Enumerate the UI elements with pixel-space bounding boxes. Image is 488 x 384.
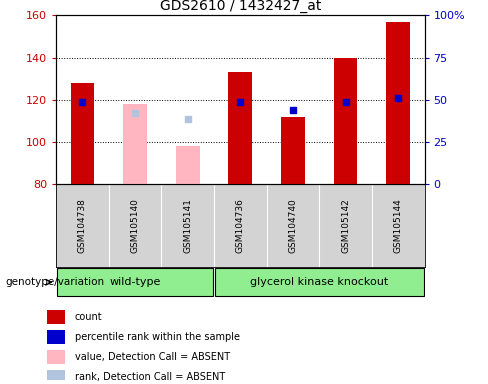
- Bar: [47, 310, 65, 324]
- Text: genotype/variation: genotype/variation: [5, 277, 104, 287]
- Text: GSM105140: GSM105140: [131, 198, 140, 253]
- Bar: [176, 146, 200, 184]
- FancyBboxPatch shape: [215, 268, 424, 296]
- Text: GSM104740: GSM104740: [288, 198, 298, 253]
- FancyBboxPatch shape: [57, 268, 213, 296]
- Bar: [47, 330, 65, 344]
- Bar: [47, 370, 65, 384]
- Text: glycerol kinase knockout: glycerol kinase knockout: [250, 277, 388, 287]
- Text: GSM104736: GSM104736: [236, 198, 245, 253]
- Text: GSM105142: GSM105142: [341, 198, 350, 253]
- Bar: [334, 58, 357, 184]
- Text: rank, Detection Call = ABSENT: rank, Detection Call = ABSENT: [75, 372, 225, 382]
- Text: value, Detection Call = ABSENT: value, Detection Call = ABSENT: [75, 352, 230, 362]
- Bar: [228, 73, 252, 184]
- Title: GDS2610 / 1432427_at: GDS2610 / 1432427_at: [160, 0, 321, 13]
- Bar: [71, 83, 94, 184]
- Text: GSM104738: GSM104738: [78, 198, 87, 253]
- Bar: [281, 117, 305, 184]
- Text: wild-type: wild-type: [109, 277, 161, 287]
- Text: GSM105141: GSM105141: [183, 198, 192, 253]
- Bar: [386, 22, 410, 184]
- Text: percentile rank within the sample: percentile rank within the sample: [75, 332, 240, 342]
- Bar: [47, 350, 65, 364]
- Text: count: count: [75, 312, 102, 322]
- Bar: [123, 104, 147, 184]
- Text: GSM105144: GSM105144: [394, 198, 403, 253]
